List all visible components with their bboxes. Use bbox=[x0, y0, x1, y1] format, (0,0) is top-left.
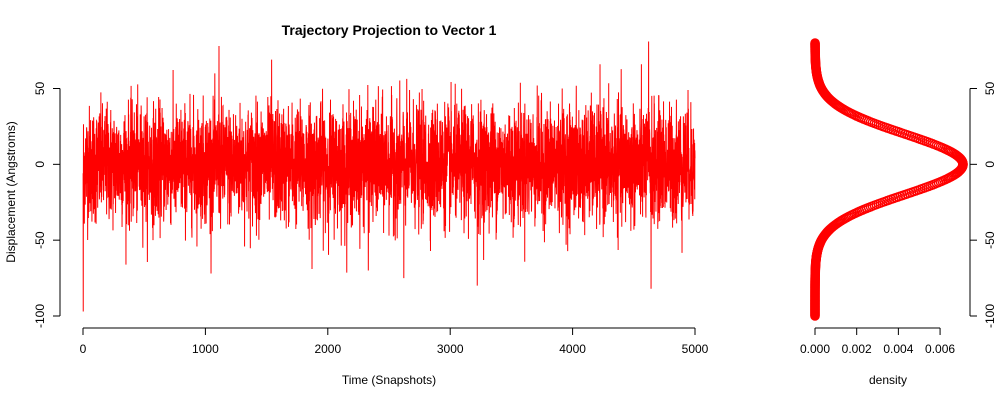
y-tick-label: 50 bbox=[33, 82, 47, 96]
y-tick-label: -100 bbox=[33, 304, 47, 328]
density-x-axis-label: density bbox=[869, 373, 907, 387]
x-tick-label: 1000 bbox=[192, 342, 219, 356]
density-y-tick-label: -100 bbox=[983, 304, 997, 328]
density-x-tick-label: 0.002 bbox=[842, 342, 872, 356]
y-tick-label: 0 bbox=[33, 161, 47, 168]
density-x-tick-label: 0.000 bbox=[800, 342, 830, 356]
y-axis-label: Displacement (Angstroms) bbox=[4, 121, 18, 262]
density-axes: 0.000 0.002 0.004 0.006 -100 -50 0 50 bbox=[800, 82, 997, 356]
density-x-tick-label: 0.004 bbox=[883, 342, 913, 356]
main-series-line-group bbox=[82, 41, 696, 312]
x-tick-label: 5000 bbox=[682, 342, 709, 356]
x-tick-label: 4000 bbox=[559, 342, 586, 356]
density-x-tick-label: 0.006 bbox=[925, 342, 955, 356]
density-y-tick-label: 50 bbox=[983, 82, 997, 96]
x-axis-label: Time (Snapshots) bbox=[342, 373, 436, 387]
y-tick-label: -50 bbox=[33, 231, 47, 249]
series-line bbox=[82, 41, 696, 312]
density-y-tick-label: -50 bbox=[983, 231, 997, 249]
x-tick-label: 3000 bbox=[437, 342, 464, 356]
density-y-tick-label: 0 bbox=[983, 161, 997, 168]
x-tick-label: 0 bbox=[80, 342, 87, 356]
density-marker-group bbox=[810, 38, 968, 321]
main-axes: 0 1000 2000 3000 4000 5000 -100 -50 0 50 bbox=[33, 82, 709, 356]
x-tick-label: 2000 bbox=[314, 342, 341, 356]
density-point bbox=[810, 38, 820, 48]
chart-title: Trajectory Projection to Vector 1 bbox=[282, 22, 497, 38]
